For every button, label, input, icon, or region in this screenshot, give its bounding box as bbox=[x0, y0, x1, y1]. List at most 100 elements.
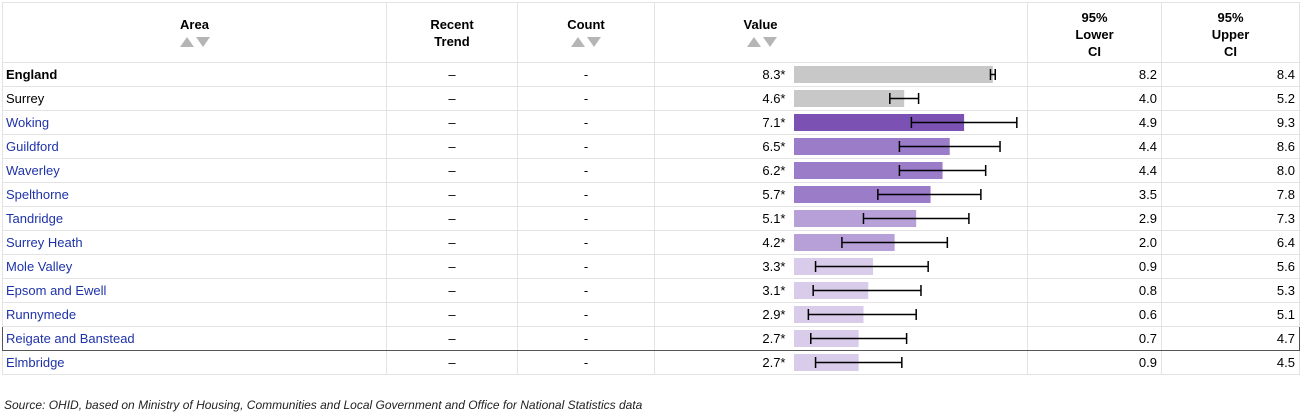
indicator-value: 8.3* bbox=[654, 62, 790, 87]
sort-descending-icon[interactable] bbox=[762, 36, 777, 47]
value-bar bbox=[793, 186, 931, 203]
area-name[interactable]: Woking bbox=[2, 110, 387, 135]
area-name[interactable]: Reigate and Banstead bbox=[2, 326, 387, 351]
lower-ci-value: 3.5 bbox=[1027, 182, 1162, 207]
bar-cell bbox=[789, 134, 1028, 159]
lower-ci-value: 2.0 bbox=[1027, 230, 1162, 255]
area-header-label: Area bbox=[180, 17, 209, 32]
recent-trend: – bbox=[386, 350, 518, 375]
table-row: Reigate and Banstead – -2.7* 0.7 4.7 bbox=[2, 326, 1300, 351]
lower-ci-value: 0.7 bbox=[1027, 326, 1162, 351]
lower-ci-header: 95% Lower CI bbox=[1027, 2, 1162, 63]
indicator-value: 3.3* bbox=[654, 254, 790, 279]
trend-header-line-2: Trend bbox=[434, 34, 470, 49]
area-name[interactable]: Waverley bbox=[2, 158, 387, 183]
area-name[interactable]: Guildford bbox=[2, 134, 387, 159]
sort-descending-icon[interactable] bbox=[587, 36, 601, 47]
bar-cell bbox=[789, 110, 1028, 135]
sort-ascending-icon[interactable] bbox=[179, 36, 194, 47]
count-value: - bbox=[517, 182, 655, 207]
indicator-value: 5.7* bbox=[654, 182, 790, 207]
value-header-label: Value bbox=[743, 17, 778, 32]
bar-cell bbox=[789, 278, 1028, 303]
recent-trend: – bbox=[386, 278, 518, 303]
recent-trend: – bbox=[386, 254, 518, 279]
count-value: - bbox=[517, 302, 655, 327]
indicator-value: 2.7* bbox=[654, 350, 790, 375]
value-bar bbox=[793, 162, 943, 179]
upper-ci-value: 8.4 bbox=[1161, 62, 1300, 87]
value-bar-chart bbox=[793, 162, 986, 179]
count-value: - bbox=[517, 134, 655, 159]
value-bar-chart bbox=[793, 282, 922, 299]
count-value: - bbox=[517, 62, 655, 87]
table-row: Spelthorne – -5.7* 3.5 7.8 bbox=[2, 182, 1300, 207]
lower-ci-value: 0.9 bbox=[1027, 254, 1162, 279]
bar-cell bbox=[789, 302, 1028, 327]
table-body: England – -8.3* 8.2 8.4 Surrey – -4.6* 4.0 5.2 Wok… bbox=[2, 62, 1300, 375]
value-bar-chart bbox=[793, 330, 907, 347]
lower-ci-value: 4.0 bbox=[1027, 86, 1162, 111]
upper-ci-value: 5.1 bbox=[1161, 302, 1300, 327]
sort-descending-icon[interactable] bbox=[195, 36, 210, 47]
area-name[interactable]: Mole Valley bbox=[2, 254, 387, 279]
table-row: Epsom and Ewell – -3.1* 0.8 5.3 bbox=[2, 278, 1300, 303]
count-value: - bbox=[517, 326, 655, 351]
table-row: Guildford – -6.5* 4.4 8.6 bbox=[2, 134, 1300, 159]
count-value: - bbox=[517, 86, 655, 111]
area-name[interactable]: Runnymede bbox=[2, 302, 387, 327]
value-bar-chart bbox=[793, 90, 919, 107]
trend-header: Recent Trend bbox=[386, 2, 518, 63]
indicator-value: 5.1* bbox=[654, 206, 790, 231]
table-row: Tandridge – -5.1* 2.9 7.3 bbox=[2, 206, 1300, 231]
indicator-value: 6.2* bbox=[654, 158, 790, 183]
value-bar-chart bbox=[793, 306, 917, 323]
count-header-label: Count bbox=[567, 17, 605, 32]
count-sort-controls bbox=[522, 35, 650, 47]
area-name[interactable]: Elmbridge bbox=[2, 350, 387, 375]
bar-cell bbox=[789, 206, 1028, 231]
bar-cell bbox=[789, 350, 1028, 375]
lower-ci-value: 2.9 bbox=[1027, 206, 1162, 231]
value-bar bbox=[793, 66, 993, 83]
indicator-value: 2.7* bbox=[654, 326, 790, 351]
area-name[interactable]: Epsom and Ewell bbox=[2, 278, 387, 303]
recent-trend: – bbox=[386, 326, 518, 351]
area-name[interactable]: Tandridge bbox=[2, 206, 387, 231]
area-name[interactable]: Surrey Heath bbox=[2, 230, 387, 255]
lower-ci-value: 4.9 bbox=[1027, 110, 1162, 135]
bar-cell bbox=[789, 158, 1028, 183]
table-row: England – -8.3* 8.2 8.4 bbox=[2, 62, 1300, 87]
upper-ci-header-line-3: CI bbox=[1224, 44, 1237, 59]
lower-ci-header-line-1: 95% bbox=[1081, 10, 1108, 25]
value-bar bbox=[793, 138, 950, 155]
upper-ci-value: 6.4 bbox=[1161, 230, 1300, 255]
table-row: Runnymede – -2.9* 0.6 5.1 bbox=[2, 302, 1300, 327]
recent-trend: – bbox=[386, 134, 518, 159]
area-name: England bbox=[2, 62, 387, 87]
value-bar bbox=[793, 114, 964, 131]
upper-ci-header-line-2: Upper bbox=[1211, 27, 1250, 42]
count-value: - bbox=[517, 278, 655, 303]
indicator-value: 4.6* bbox=[654, 86, 790, 111]
sort-ascending-icon[interactable] bbox=[746, 36, 761, 47]
table-row: Mole Valley – -3.3* 0.9 5.6 bbox=[2, 254, 1300, 279]
upper-ci-header: 95% Upper CI bbox=[1161, 2, 1300, 63]
indicator-value: 2.9* bbox=[654, 302, 790, 327]
indicator-value: 7.1* bbox=[654, 110, 790, 135]
value-bar-chart bbox=[793, 114, 1018, 131]
bar-cell bbox=[789, 326, 1028, 351]
upper-ci-value: 8.0 bbox=[1161, 158, 1300, 183]
value-bar-chart bbox=[793, 258, 929, 275]
count-value: - bbox=[517, 206, 655, 231]
area-sort-controls bbox=[7, 35, 382, 47]
trend-header-line-1: Recent bbox=[430, 17, 474, 32]
upper-ci-value: 5.2 bbox=[1161, 86, 1300, 111]
lower-ci-header-line-3: CI bbox=[1088, 44, 1101, 59]
count-value: - bbox=[517, 230, 655, 255]
area-name[interactable]: Spelthorne bbox=[2, 182, 387, 207]
sort-ascending-icon[interactable] bbox=[571, 36, 585, 47]
upper-ci-value: 4.5 bbox=[1161, 350, 1300, 375]
count-value: - bbox=[517, 158, 655, 183]
area-name: Surrey bbox=[2, 86, 387, 111]
